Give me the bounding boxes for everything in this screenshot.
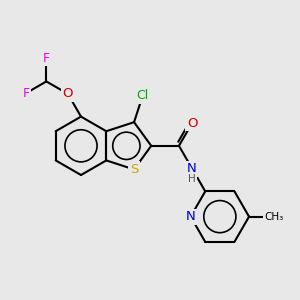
Text: Cl: Cl	[136, 89, 149, 102]
Text: F: F	[22, 87, 30, 100]
Text: O: O	[63, 87, 73, 101]
Text: N: N	[187, 162, 197, 175]
Text: S: S	[130, 163, 138, 176]
Text: F: F	[43, 52, 50, 64]
Text: N: N	[186, 210, 196, 223]
Text: H: H	[188, 174, 196, 184]
Text: O: O	[187, 117, 197, 130]
Text: CH₃: CH₃	[264, 212, 284, 222]
